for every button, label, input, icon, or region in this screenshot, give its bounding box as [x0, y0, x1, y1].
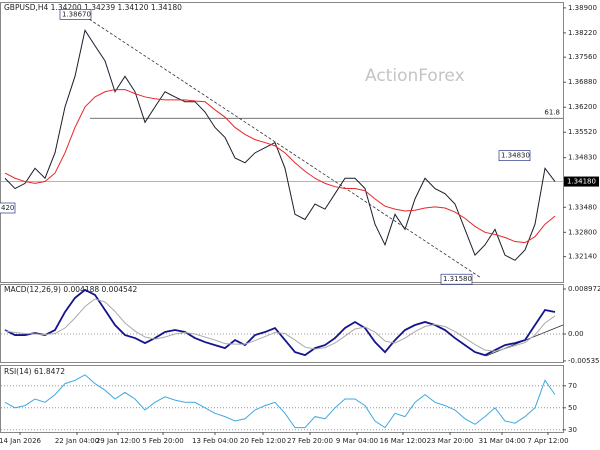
price-label-box — [498, 150, 531, 161]
fib-label: 61.8 — [544, 108, 560, 116]
y-tick-label: 1.33480 — [568, 203, 597, 211]
price-label: 420 — [1, 204, 14, 212]
panel-title: GBPUSD,H4 1.34200 1.34239 1.34120 1.3418… — [4, 3, 182, 12]
x-tick-label: 7 Apr 12:00 — [527, 437, 568, 445]
y-tick-label: 1.37560 — [568, 53, 597, 61]
y-tick-label: 1.32800 — [568, 228, 597, 236]
price-label: 1.34830 — [501, 152, 530, 160]
last-price-box — [564, 176, 599, 187]
y-tick-label: 1.34830 — [568, 154, 597, 162]
y-tick-label: 30 — [568, 426, 577, 434]
trendline — [84, 16, 481, 278]
last-price-label: 1.34180 — [567, 178, 596, 186]
panel-title: MACD(12,26,9) 0.004188 0.004542 — [4, 285, 138, 294]
y-tick-label: -0.005356 — [568, 357, 600, 365]
x-tick-label: 27 Feb 20:00 — [287, 437, 333, 445]
y-tick-label: 1.38900 — [568, 4, 597, 12]
y-tick-label: 1.36880 — [568, 78, 597, 86]
x-tick-label: 13 Feb 04:00 — [192, 437, 238, 445]
x-tick-label: 22 Jan 04:00 — [55, 437, 99, 445]
macd-panel — [0, 284, 564, 363]
series-line — [4, 288, 556, 357]
watermark: ActionForex — [365, 66, 465, 86]
x-tick-label: 5 Feb 20:00 — [142, 437, 183, 445]
series-line — [4, 298, 556, 352]
y-tick-label: 1.36200 — [568, 103, 597, 111]
price-label: 1.31580 — [443, 275, 472, 283]
y-tick-label: 1.38220 — [568, 29, 597, 37]
x-tick-label: 23 Mar 20:00 — [427, 437, 474, 445]
price-label-box — [59, 8, 92, 20]
x-tick-label: 29 Jan 12:00 — [96, 437, 140, 445]
y-tick-label: 0.008972 — [568, 285, 600, 293]
y-tick-label: 0.00 — [568, 330, 584, 338]
price-label-box — [0, 202, 16, 214]
y-tick-label: 70 — [568, 382, 577, 390]
price-label-box — [440, 273, 473, 285]
series-line — [4, 374, 556, 429]
x-tick-label: 16 Mar 12:00 — [380, 437, 427, 445]
y-tick-label: 1.35520 — [568, 128, 597, 136]
series-line — [4, 89, 556, 244]
x-tick-label: 14 Jan 2026 — [0, 437, 42, 445]
rsi-panel — [0, 365, 564, 433]
series-line — [4, 29, 556, 261]
panel-title: RSI(14) 61.8472 — [4, 367, 65, 376]
x-tick-label: 31 Mar 04:00 — [479, 437, 526, 445]
x-tick-label: 9 Mar 04:00 — [336, 437, 378, 445]
main-panel — [0, 2, 564, 283]
y-tick-label: 50 — [568, 404, 577, 412]
price-label: 1.38670 — [62, 10, 91, 18]
y-tick-label: 1.32140 — [568, 253, 597, 261]
x-tick-label: 20 Feb 12:00 — [240, 437, 286, 445]
